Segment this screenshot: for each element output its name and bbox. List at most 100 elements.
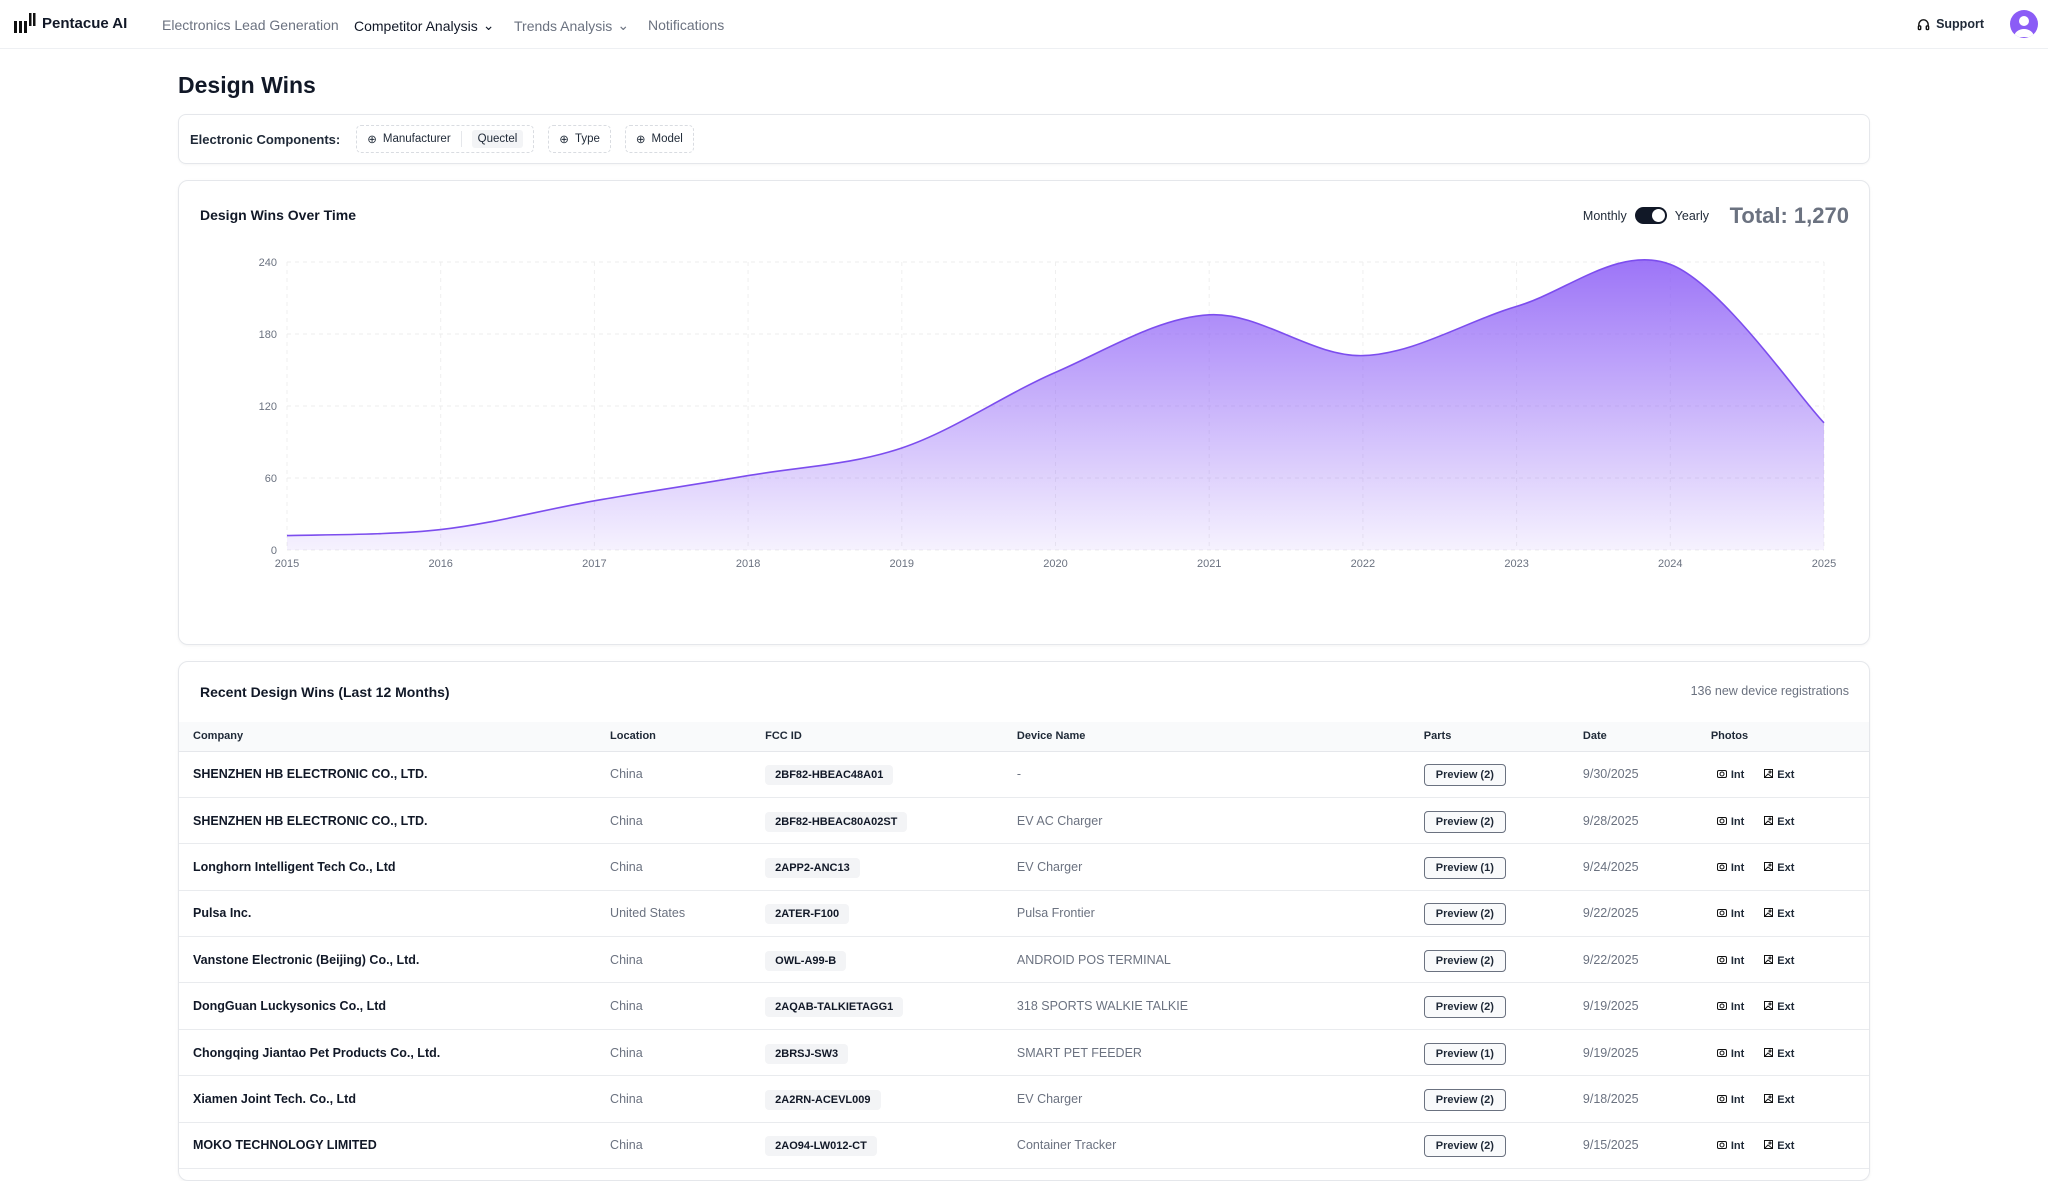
chart-title: Design Wins Over Time — [200, 207, 356, 223]
table-row[interactable]: Xiamen Joint Tech. Co., Ltd China 2A2RN-… — [179, 1075, 1869, 1123]
model-filter[interactable]: ⊕ Model — [624, 125, 694, 153]
int-photo-link[interactable]: Int — [1716, 862, 1744, 874]
int-photo-link[interactable]: Int — [1716, 1001, 1745, 1014]
preview-button[interactable]: Preview (2) — [1423, 764, 1506, 787]
type-filter[interactable]: ⊕ Type — [548, 125, 611, 153]
column-header: Parts — [1423, 722, 1583, 752]
camera-icon — [1716, 1001, 1727, 1013]
photos-cell: Int Ext — [1710, 797, 1869, 845]
fcc-id-cell: 2APP2-ANC13 — [765, 843, 1017, 891]
preview-button[interactable]: Preview (2) — [1423, 949, 1506, 972]
preview-button[interactable]: Preview (2) — [1423, 1088, 1506, 1111]
preview-button[interactable]: Preview (1) — [1423, 856, 1506, 879]
device-name: 318 SPORTS WALKIE TALKIE — [1016, 982, 1424, 1030]
location: United States — [610, 890, 766, 938]
fcc-id-cell: 2ATER-F100 — [765, 890, 1017, 938]
table-title: Recent Design Wins (Last 12 Months) — [200, 684, 450, 700]
image-icon — [1764, 908, 1774, 920]
fcc-id[interactable]: 2AO94-LW012-CT — [765, 1136, 877, 1157]
int-label: Int — [1730, 954, 1745, 967]
date: 9/30/2025 — [1582, 751, 1711, 798]
table-row[interactable]: SHENZHEN HB ELECTRONIC CO., LTD. China 2… — [179, 797, 1869, 845]
int-photo-link[interactable]: Int — [1716, 1140, 1745, 1153]
period-toggle[interactable] — [1634, 207, 1667, 224]
nav-electronics-lead-generation[interactable]: Electronics Lead Generation — [162, 17, 339, 33]
ext-photo-link[interactable]: Ext — [1764, 908, 1794, 920]
int-photo-link[interactable]: Int — [1716, 1047, 1745, 1060]
fcc-id[interactable]: 2BRSJ-SW3 — [765, 1043, 849, 1064]
image-icon — [1764, 1047, 1774, 1060]
ext-label: Ext — [1777, 1047, 1795, 1060]
location: China — [610, 936, 766, 984]
int-label: Int — [1730, 1047, 1745, 1060]
support-button[interactable]: Support — [1917, 17, 1984, 31]
preview-button[interactable]: Preview (2) — [1423, 996, 1506, 1019]
chart-card: Design Wins Over Time Monthly Yearly Tot… — [178, 180, 1870, 645]
int-photo-link[interactable]: Int — [1716, 816, 1744, 828]
int-label: Int — [1730, 1001, 1745, 1014]
manufacturer-label: Manufacturer — [382, 133, 451, 145]
camera-icon — [1716, 1094, 1727, 1106]
location: China — [610, 751, 766, 798]
ext-photo-link[interactable]: Ext — [1764, 815, 1794, 828]
x-tick-label: 2025 — [1812, 558, 1836, 570]
int-photo-link[interactable]: Int — [1716, 769, 1744, 781]
int-label: Int — [1730, 908, 1745, 921]
table-row[interactable]: Pulsa Inc. United States 2ATER-F100 Puls… — [179, 890, 1869, 938]
nav-competitor-analysis[interactable]: Competitor Analysis ⌄ — [354, 17, 494, 34]
nav-notifications[interactable]: Notifications — [648, 17, 724, 33]
ext-photo-link[interactable]: Ext — [1764, 1047, 1795, 1060]
ext-photo-link[interactable]: Ext — [1764, 954, 1794, 967]
preview-button[interactable]: Preview (2) — [1423, 1135, 1506, 1158]
photos-cell: Int Ext — [1710, 843, 1869, 891]
preview-button[interactable]: Preview (2) — [1423, 810, 1506, 833]
int-photo-link[interactable]: Int — [1716, 908, 1745, 921]
plus-circle-icon: ⊕ — [635, 134, 646, 146]
int-label: Int — [1730, 1140, 1745, 1153]
fcc-id[interactable]: 2AQAB-TALKIETAGG1 — [765, 997, 904, 1018]
device-name: - — [1016, 751, 1424, 798]
parts-cell: Preview (1) — [1423, 1029, 1583, 1077]
company: Pulsa Inc. — [179, 890, 611, 938]
headphones-icon — [1917, 18, 1930, 30]
preview-button[interactable]: Preview (2) — [1423, 903, 1506, 926]
nav-trends-analysis[interactable]: Trends Analysis ⌄ — [514, 17, 629, 34]
ext-photo-link[interactable]: Ext — [1764, 861, 1795, 874]
table-row[interactable]: DongGuan Luckysonics Co., Ltd China 2AQA… — [179, 982, 1869, 1030]
fcc-id[interactable]: OWL-A99-B — [765, 950, 847, 971]
camera-icon — [1716, 1140, 1727, 1152]
photos-cell: Int Ext — [1710, 1122, 1869, 1170]
ext-photo-link[interactable]: Ext — [1764, 1140, 1794, 1152]
fcc-id[interactable]: 2A2RN-ACEVL009 — [765, 1089, 881, 1110]
date: 9/22/2025 — [1582, 890, 1711, 938]
fcc-id[interactable]: 2BF82-HBEAC48A01 — [765, 765, 894, 786]
table-row[interactable]: Vanstone Electronic (Beijing) Co., Ltd. … — [179, 936, 1869, 984]
parts-cell: Preview (1) — [1423, 843, 1583, 891]
ext-photo-link[interactable]: Ext — [1764, 769, 1794, 781]
nav-label: Competitor Analysis — [354, 17, 478, 34]
x-tick-label: 2022 — [1351, 558, 1375, 570]
ext-label: Ext — [1777, 861, 1795, 874]
fcc-id[interactable]: 2ATER-F100 — [765, 904, 850, 925]
model-label: Model — [651, 133, 683, 145]
parts-cell: Preview (2) — [1423, 982, 1583, 1030]
ext-photo-link[interactable]: Ext — [1764, 1001, 1794, 1013]
table-row[interactable]: Chongqing Jiantao Pet Products Co., Ltd.… — [179, 1029, 1869, 1077]
preview-button[interactable]: Preview (1) — [1423, 1042, 1506, 1065]
int-photo-link[interactable]: Int — [1716, 1094, 1744, 1106]
table-row[interactable]: MOKO TECHNOLOGY LIMITED China 2AO94-LW01… — [179, 1122, 1869, 1170]
x-tick-label: 2018 — [736, 558, 760, 570]
int-photo-link[interactable]: Int — [1716, 954, 1745, 967]
fcc-id[interactable]: 2APP2-ANC13 — [765, 857, 860, 878]
ext-photo-link[interactable]: Ext — [1764, 1093, 1794, 1106]
image-icon — [1764, 861, 1774, 874]
user-avatar[interactable] — [2010, 10, 2038, 38]
fcc-id-cell: 2AO94-LW012-CT — [765, 1122, 1017, 1170]
fcc-id-cell: 2AQAB-TALKIETAGG1 — [765, 982, 1017, 1030]
table-row[interactable]: SHENZHEN HB ELECTRONIC CO., LTD. China 2… — [179, 751, 1869, 798]
table-row[interactable]: Longhorn Intelligent Tech Co., Ltd China… — [179, 843, 1869, 891]
fcc-id[interactable]: 2BF82-HBEAC80A02ST — [765, 811, 908, 832]
manufacturer-filter[interactable]: ⊕ Manufacturer Quectel — [356, 125, 535, 153]
date: 9/22/2025 — [1582, 936, 1711, 984]
logo[interactable]: Pentacue AI — [14, 13, 127, 33]
